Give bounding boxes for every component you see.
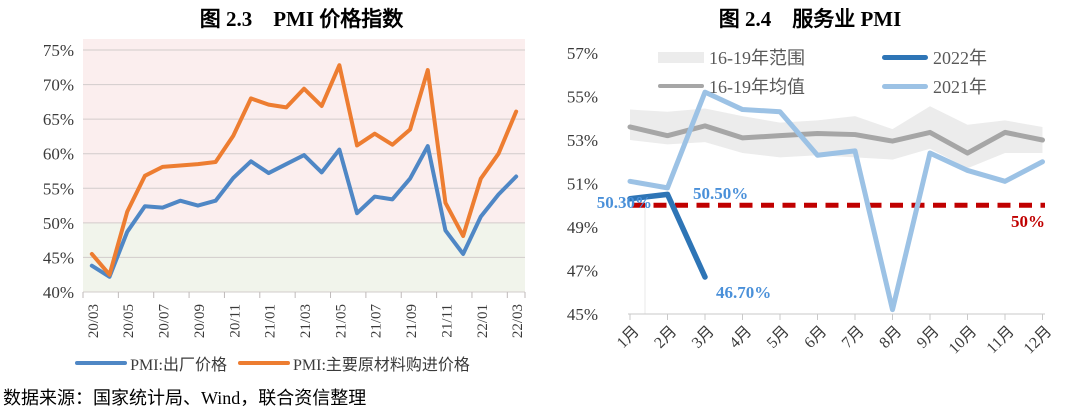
legend-label: PMI:主要原材料购进价格 bbox=[293, 357, 470, 374]
svg-text:4月: 4月 bbox=[726, 323, 755, 352]
svg-text:11月: 11月 bbox=[984, 323, 1018, 357]
svg-text:6月: 6月 bbox=[801, 323, 830, 352]
legend-item-range: 16-19年范围 bbox=[658, 44, 882, 70]
svg-text:20/07: 20/07 bbox=[157, 304, 173, 339]
legend-label: 16-19年范围 bbox=[709, 48, 805, 68]
legend-item-mean: 16-19年均值 bbox=[658, 73, 882, 99]
svg-text:60%: 60% bbox=[43, 145, 74, 164]
svg-text:21/05: 21/05 bbox=[333, 304, 349, 338]
svg-text:20/03: 20/03 bbox=[86, 304, 102, 338]
reference-line-label: 50% bbox=[1011, 212, 1045, 231]
data-label-feb-2022: 50.50% bbox=[693, 184, 749, 203]
line-2021-swatch bbox=[882, 83, 928, 89]
legend-item-2021: 2021年 bbox=[882, 73, 987, 99]
svg-text:21/03: 21/03 bbox=[298, 304, 314, 338]
svg-text:45%: 45% bbox=[43, 248, 74, 267]
range-band bbox=[630, 106, 1043, 169]
svg-text:21/07: 21/07 bbox=[369, 304, 385, 339]
svg-text:9月: 9月 bbox=[914, 323, 943, 352]
left-chart-title: 图 2.3 PMI 价格指数 bbox=[199, 7, 404, 31]
series-line bbox=[89, 63, 519, 277]
range-band-swatch bbox=[658, 51, 704, 63]
svg-text:50%: 50% bbox=[43, 214, 74, 233]
legend-label: 16-19年均值 bbox=[709, 77, 805, 97]
svg-text:20/09: 20/09 bbox=[192, 304, 208, 338]
svg-text:2月: 2月 bbox=[651, 323, 680, 352]
svg-text:5月: 5月 bbox=[764, 323, 793, 352]
mean-line-swatch bbox=[658, 84, 704, 88]
raw-material-price-line-swatch bbox=[238, 361, 290, 365]
plot-background bbox=[83, 39, 525, 292]
svg-text:10月: 10月 bbox=[946, 323, 981, 358]
svg-text:7月: 7月 bbox=[839, 323, 868, 352]
svg-text:20/11: 20/11 bbox=[227, 304, 243, 338]
svg-text:65%: 65% bbox=[43, 110, 74, 129]
svg-text:40%: 40% bbox=[43, 283, 74, 302]
right-chart-legend: 16-19年范围 2022年 16-19年均值 2021年 bbox=[658, 44, 987, 99]
data-label-jan-2022: 50.30% bbox=[596, 193, 652, 212]
right-chart-title: 图 2.4 服务业 PMI bbox=[718, 7, 902, 31]
services-pmi-chart: 1月 2月 3月 4月 5月 6月 7月 8月 9月 10月 11月 12月 57% 55% 53% 51% 4… bbox=[567, 44, 1056, 358]
svg-text:45%: 45% bbox=[567, 305, 598, 324]
svg-text:51%: 51% bbox=[567, 175, 598, 194]
svg-text:55%: 55% bbox=[43, 179, 74, 198]
legend-label: 2022年 bbox=[933, 48, 987, 68]
svg-text:3月: 3月 bbox=[689, 323, 718, 352]
svg-text:21/11: 21/11 bbox=[439, 304, 455, 338]
series-line bbox=[627, 89, 1045, 313]
data-source-note: 数据来源：国家统计局、Wind，联合资信整理 bbox=[3, 388, 367, 408]
legend-item-factory-price: PMI:出厂价格 bbox=[75, 351, 227, 375]
svg-text:1月: 1月 bbox=[614, 323, 643, 352]
line-2022-swatch bbox=[882, 54, 928, 60]
factory-price-line-swatch bbox=[75, 361, 128, 365]
series-line bbox=[627, 123, 1045, 156]
legend-item-2022: 2022年 bbox=[882, 44, 987, 70]
axis-labels: 75% 70% 65% 60% 55% 50% 45% 40% 20/03 20/05 20/07 2… bbox=[43, 41, 526, 338]
svg-text:49%: 49% bbox=[567, 218, 598, 237]
svg-text:8月: 8月 bbox=[876, 323, 905, 352]
svg-text:70%: 70% bbox=[43, 76, 74, 95]
svg-text:75%: 75% bbox=[43, 41, 74, 60]
gridlines bbox=[82, 49, 526, 298]
data-label-mar-2022: 46.70% bbox=[716, 283, 772, 302]
svg-text:55%: 55% bbox=[567, 88, 598, 107]
pmi-price-chart: 75% 70% 65% 60% 55% 50% 45% 40% 20/03 20/05 20/07 2… bbox=[43, 39, 526, 338]
svg-text:20/05: 20/05 bbox=[121, 304, 137, 338]
svg-text:22/01: 22/01 bbox=[475, 304, 491, 338]
series-lines bbox=[627, 89, 1045, 313]
svg-text:53%: 53% bbox=[567, 131, 598, 150]
series-line bbox=[89, 144, 519, 279]
svg-text:57%: 57% bbox=[567, 44, 598, 63]
svg-text:21/01: 21/01 bbox=[263, 304, 279, 338]
svg-text:22/03: 22/03 bbox=[510, 304, 526, 338]
legend-label: PMI:出厂价格 bbox=[130, 357, 227, 374]
series-lines bbox=[89, 63, 519, 279]
legend-item-raw-material-price: PMI:主要原材料购进价格 bbox=[238, 351, 470, 375]
left-chart-legend: PMI:出厂价格 PMI:主要原材料购进价格 bbox=[0, 351, 545, 375]
svg-text:21/09: 21/09 bbox=[404, 304, 420, 338]
legend-label: 2021年 bbox=[933, 77, 987, 97]
svg-text:12月: 12月 bbox=[1021, 323, 1056, 358]
series-line bbox=[627, 191, 708, 280]
svg-text:47%: 47% bbox=[567, 262, 598, 281]
